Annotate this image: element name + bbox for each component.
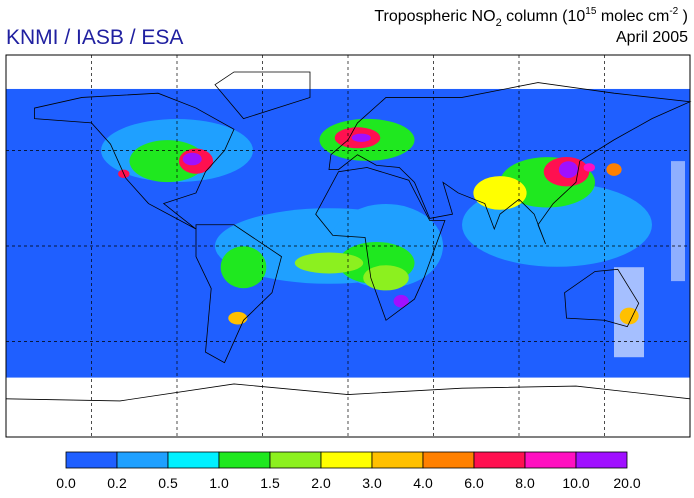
map-frame (5, 54, 691, 438)
no2-area (473, 176, 527, 210)
coastline (328, 82, 692, 245)
map-title: Tropospheric NO2 column (1015 molec cm-2… (374, 6, 688, 29)
no2-area (294, 252, 364, 274)
colorbar-tick-label: 10.0 (562, 475, 589, 491)
colorbar-tick-label: 8.0 (515, 475, 535, 491)
no2-area (606, 163, 622, 176)
colorbar-tick-label: 0.2 (107, 475, 127, 491)
title-superscript: 15 (585, 6, 597, 17)
colorbar-tick-label: 0.0 (56, 475, 76, 491)
no2-area (363, 265, 409, 291)
colorbar-bin (269, 451, 322, 469)
coastline (5, 383, 691, 402)
title-part: molec cm (596, 8, 669, 25)
colorbar-bin (167, 451, 220, 469)
colorbar-bin (218, 451, 271, 469)
colorbar-tick-label: 3.0 (362, 475, 382, 491)
title-part: Tropospheric NO (374, 8, 495, 25)
colorbar: 0.0 0.2 0.5 1.0 1.5 2.0 3.0 4.0 6.0 8.0 10.0 20.0 (56, 451, 641, 491)
colorbar-tick-label: 6.0 (464, 475, 484, 491)
title-subscript: 2 (496, 17, 502, 29)
coastline (564, 268, 640, 328)
title-part: column (10 (502, 8, 586, 25)
colorbar-tick-label: 1.5 (260, 475, 280, 491)
colorbar-tick-label: 2.0 (311, 475, 331, 491)
no2-area (393, 294, 409, 308)
colorbar-tick-label: 1.0 (209, 475, 229, 491)
colorbar-bin (65, 451, 118, 469)
no2-area (182, 152, 202, 166)
date-label: April 2005 (616, 29, 688, 46)
coastline (214, 71, 311, 120)
colorbar-bin (371, 451, 424, 469)
map (5, 54, 692, 438)
data-gap (671, 161, 685, 282)
no2-area (228, 311, 248, 325)
colorbar-bin (575, 451, 628, 469)
colorbar-tick-label: 20.0 (613, 475, 640, 491)
agency-label: KNMI / IASB / ESA (6, 26, 183, 49)
no2-area (583, 163, 595, 172)
no2-area (351, 133, 371, 142)
coastline (315, 167, 446, 321)
colorbar-bin (116, 451, 169, 469)
colorbar-bin (473, 451, 526, 469)
colorbar-bin (422, 451, 475, 469)
title-part: ) (678, 8, 688, 25)
title-superscript: -2 (669, 6, 678, 17)
no2-area (558, 161, 578, 179)
no2-area (220, 246, 267, 289)
colorbar-bin (320, 451, 373, 469)
coastline (34, 92, 235, 230)
no2-area (619, 307, 639, 325)
colorbar-tick-label: 0.5 (158, 475, 178, 491)
colorbar-tick-label: 4.0 (413, 475, 433, 491)
colorbar-bin (524, 451, 577, 469)
